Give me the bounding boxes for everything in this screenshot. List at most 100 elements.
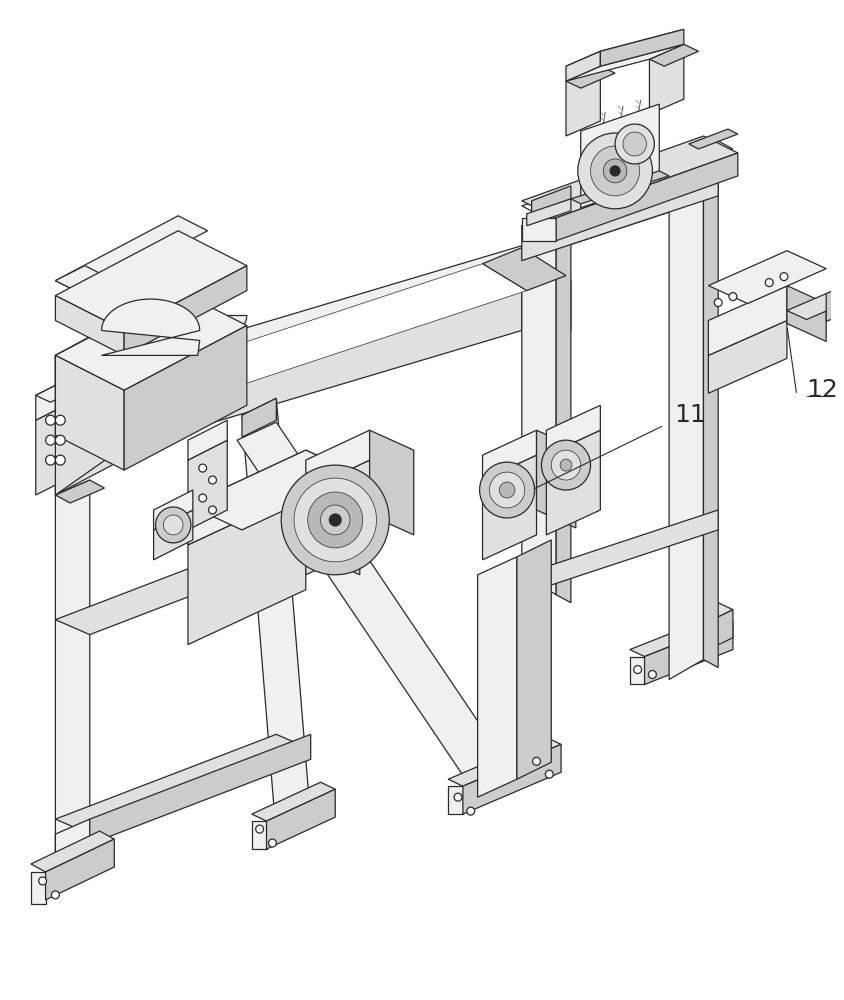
Polygon shape bbox=[482, 248, 565, 291]
Polygon shape bbox=[522, 510, 717, 595]
Polygon shape bbox=[571, 171, 668, 204]
Circle shape bbox=[307, 492, 362, 548]
Circle shape bbox=[633, 666, 641, 674]
Polygon shape bbox=[56, 231, 246, 330]
Circle shape bbox=[713, 299, 722, 307]
Circle shape bbox=[56, 435, 65, 445]
Polygon shape bbox=[187, 420, 227, 460]
Polygon shape bbox=[522, 246, 571, 330]
Circle shape bbox=[622, 132, 646, 156]
Circle shape bbox=[590, 146, 639, 196]
Polygon shape bbox=[702, 161, 717, 668]
Polygon shape bbox=[463, 744, 560, 814]
Circle shape bbox=[281, 465, 389, 575]
Circle shape bbox=[294, 478, 376, 562]
Polygon shape bbox=[56, 266, 114, 296]
Circle shape bbox=[51, 891, 59, 899]
Circle shape bbox=[453, 793, 462, 801]
Polygon shape bbox=[70, 246, 571, 415]
Circle shape bbox=[56, 455, 65, 465]
Polygon shape bbox=[31, 831, 114, 872]
Polygon shape bbox=[46, 839, 114, 900]
Circle shape bbox=[46, 415, 56, 425]
Circle shape bbox=[163, 515, 183, 535]
Circle shape bbox=[647, 671, 656, 679]
Polygon shape bbox=[56, 819, 89, 879]
Polygon shape bbox=[56, 216, 208, 296]
Polygon shape bbox=[56, 296, 124, 355]
Polygon shape bbox=[835, 290, 844, 306]
Polygon shape bbox=[546, 405, 599, 455]
Circle shape bbox=[46, 435, 56, 445]
Circle shape bbox=[550, 450, 580, 480]
Circle shape bbox=[198, 494, 207, 502]
Polygon shape bbox=[75, 358, 109, 400]
Polygon shape bbox=[698, 610, 732, 655]
Circle shape bbox=[544, 770, 553, 778]
Polygon shape bbox=[707, 286, 786, 355]
Circle shape bbox=[46, 455, 56, 465]
Polygon shape bbox=[565, 66, 599, 136]
Circle shape bbox=[56, 415, 65, 425]
Polygon shape bbox=[237, 422, 517, 797]
Polygon shape bbox=[668, 161, 702, 680]
Polygon shape bbox=[129, 316, 246, 345]
Polygon shape bbox=[649, 44, 698, 66]
Polygon shape bbox=[241, 398, 276, 437]
Polygon shape bbox=[56, 535, 311, 635]
Polygon shape bbox=[266, 789, 335, 849]
Polygon shape bbox=[89, 734, 311, 844]
Polygon shape bbox=[683, 603, 732, 627]
Polygon shape bbox=[100, 264, 526, 417]
Polygon shape bbox=[56, 355, 124, 470]
Polygon shape bbox=[482, 430, 536, 480]
Polygon shape bbox=[35, 400, 75, 495]
Polygon shape bbox=[522, 226, 555, 595]
Polygon shape bbox=[70, 281, 522, 465]
Circle shape bbox=[560, 459, 571, 471]
Polygon shape bbox=[187, 490, 306, 645]
Circle shape bbox=[541, 440, 590, 490]
Polygon shape bbox=[565, 66, 614, 88]
Polygon shape bbox=[688, 129, 737, 149]
Polygon shape bbox=[555, 226, 571, 603]
Polygon shape bbox=[154, 490, 192, 530]
Circle shape bbox=[603, 159, 626, 183]
Polygon shape bbox=[56, 734, 311, 834]
Polygon shape bbox=[187, 450, 360, 530]
Polygon shape bbox=[477, 557, 517, 797]
Polygon shape bbox=[683, 627, 698, 655]
Circle shape bbox=[268, 839, 276, 847]
Circle shape bbox=[320, 505, 349, 535]
Circle shape bbox=[208, 506, 216, 514]
Circle shape bbox=[256, 825, 263, 833]
Polygon shape bbox=[825, 281, 844, 321]
Circle shape bbox=[779, 273, 787, 281]
Polygon shape bbox=[306, 430, 369, 490]
Polygon shape bbox=[526, 199, 571, 226]
Polygon shape bbox=[187, 450, 306, 545]
Polygon shape bbox=[517, 540, 550, 779]
Text: 12: 12 bbox=[806, 378, 837, 402]
Polygon shape bbox=[241, 398, 311, 836]
Polygon shape bbox=[555, 153, 737, 241]
Polygon shape bbox=[522, 161, 717, 261]
Polygon shape bbox=[482, 455, 536, 560]
Polygon shape bbox=[56, 291, 178, 495]
Polygon shape bbox=[252, 782, 335, 821]
Circle shape bbox=[765, 279, 772, 287]
Circle shape bbox=[155, 507, 191, 543]
Polygon shape bbox=[707, 320, 786, 393]
Polygon shape bbox=[522, 136, 737, 218]
Circle shape bbox=[532, 757, 540, 765]
Circle shape bbox=[609, 166, 619, 176]
Polygon shape bbox=[31, 872, 46, 904]
Polygon shape bbox=[70, 380, 143, 417]
Text: 11: 11 bbox=[674, 403, 705, 427]
Circle shape bbox=[479, 462, 534, 518]
Polygon shape bbox=[154, 510, 192, 560]
Circle shape bbox=[728, 293, 736, 301]
Polygon shape bbox=[580, 104, 658, 208]
Polygon shape bbox=[56, 320, 151, 495]
Polygon shape bbox=[546, 430, 599, 535]
